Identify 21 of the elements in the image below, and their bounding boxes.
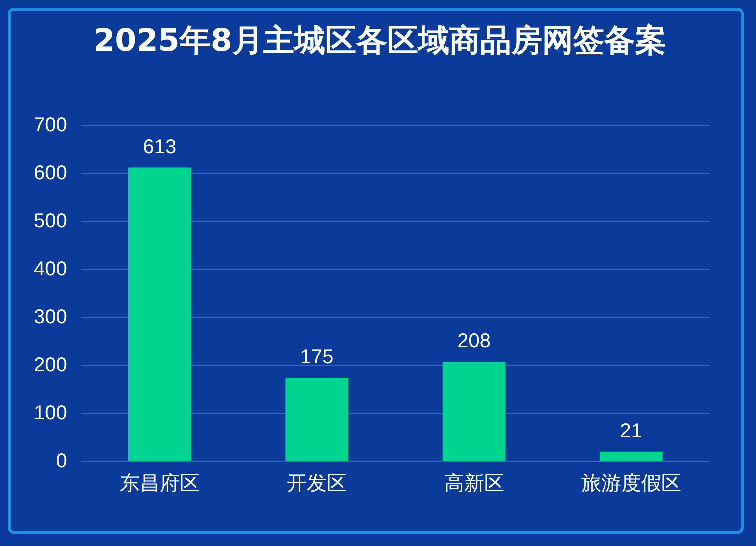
y-tick-label: 600 bbox=[34, 162, 68, 185]
y-tick-label: 100 bbox=[34, 402, 68, 425]
chart-title: 2025年8月主城区各区域商品房网签备案 bbox=[92, 22, 668, 60]
x-tick-label: 旅游度假区 bbox=[581, 471, 682, 496]
data-label: 21 bbox=[620, 420, 643, 442]
data-label: 613 bbox=[143, 136, 177, 158]
data-label: 175 bbox=[300, 346, 334, 369]
x-tick-label: 高新区 bbox=[444, 471, 504, 496]
x-tick-label: 开发区 bbox=[287, 471, 348, 496]
bar bbox=[600, 452, 663, 462]
y-tick-label: 700 bbox=[34, 114, 68, 137]
bar bbox=[128, 168, 192, 462]
y-tick-label: 300 bbox=[34, 306, 68, 329]
y-tick-label: 400 bbox=[34, 258, 68, 281]
bar bbox=[442, 362, 506, 462]
y-tick-label: 500 bbox=[34, 210, 68, 233]
x-tick-label: 东昌府区 bbox=[120, 471, 200, 496]
data-label: 208 bbox=[458, 330, 491, 353]
bar bbox=[286, 378, 349, 462]
y-tick-label: 0 bbox=[56, 450, 68, 473]
y-tick-label: 200 bbox=[34, 354, 68, 377]
